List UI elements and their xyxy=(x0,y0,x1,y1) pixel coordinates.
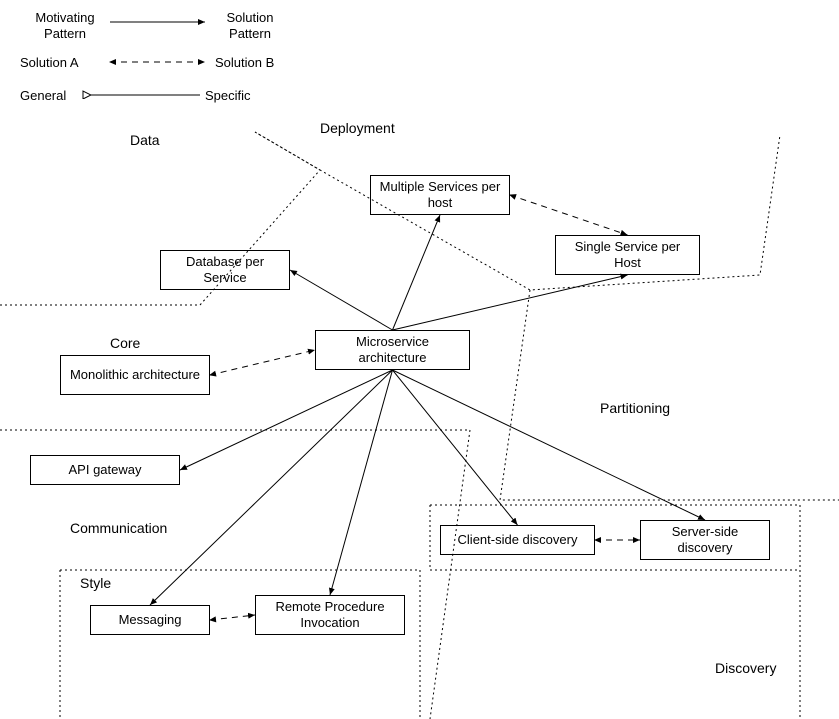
legend-gen-right: Specific xyxy=(205,88,251,104)
region-partitioning: Partitioning xyxy=(600,400,670,416)
legend-alt-left: Solution A xyxy=(20,55,79,71)
legend-gen-left: General xyxy=(20,88,66,104)
legend-motivating-left: Motivating Pattern xyxy=(30,10,100,41)
node-db-per-service: Database per Service xyxy=(160,250,290,290)
node-monolithic: Monolithic architecture xyxy=(60,355,210,395)
legend-alt-right: Solution B xyxy=(215,55,274,71)
region-communication: Communication xyxy=(70,520,167,536)
region-style: Style xyxy=(80,575,111,591)
node-server-discovery: Server-side discovery xyxy=(640,520,770,560)
node-multiple-per-host: Multiple Services per host xyxy=(370,175,510,215)
node-client-discovery: Client-side discovery xyxy=(440,525,595,555)
node-api-gateway: API gateway xyxy=(30,455,180,485)
node-messaging: Messaging xyxy=(90,605,210,635)
region-deployment: Deployment xyxy=(320,120,395,136)
region-data: Data xyxy=(130,132,160,148)
region-discovery: Discovery xyxy=(715,660,776,676)
region-core: Core xyxy=(110,335,140,351)
node-microservice: Microservice architecture xyxy=(315,330,470,370)
node-rpi: Remote Procedure Invocation xyxy=(255,595,405,635)
node-single-per-host: Single Service per Host xyxy=(555,235,700,275)
legend-motivating-right: Solution Pattern xyxy=(215,10,285,41)
